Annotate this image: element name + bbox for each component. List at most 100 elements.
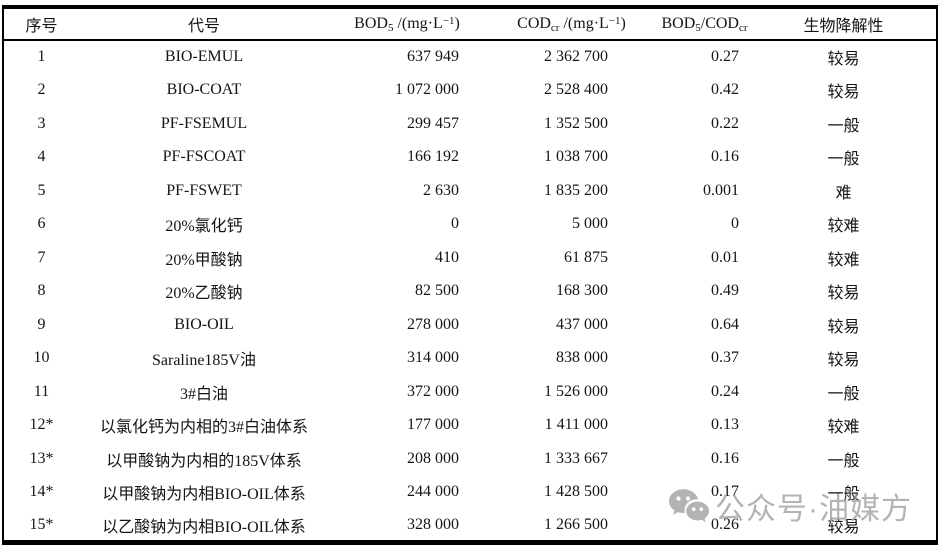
cell-num: 13* — [29, 449, 54, 467]
cell-bod: 314 000 — [407, 349, 459, 367]
cell-bio: 一般 — [827, 486, 860, 504]
table-row: 13* 以甲酸钠为内相的185V体系 208 000 1 333 667 0.16 一般 — [3, 442, 937, 476]
table-row: 5 PF-FSWET 2 630 1 835 200 0.001 难 — [3, 174, 937, 208]
table-row: 12* 以氯化钙为内相的3#白油体系 177 000 1 411 000 0.13 较难 — [3, 409, 937, 443]
cell-num: 8 — [37, 282, 46, 300]
cell-code: PF-FSCOAT — [162, 148, 246, 166]
cell-bio: 较易 — [827, 318, 860, 336]
header-bod-main: BOD — [354, 14, 388, 32]
cell-cod: 1 266 500 — [544, 515, 608, 533]
table-row: 14* 以甲酸钠为内相BIO-OIL体系 244 000 1 428 500 0.17 一… — [3, 476, 937, 510]
cell-code: 以氯化钙为内相的3#白油体系 — [99, 419, 308, 437]
cell-bio: 一般 — [827, 385, 860, 403]
cell-ratio: 0.001 — [703, 181, 739, 199]
table-row: 11 3#白油 372 000 1 526 000 0.24 一般 — [3, 375, 937, 409]
cell-num: 9 — [37, 315, 46, 333]
cell-num: 3 — [37, 114, 46, 132]
cell-cod: 1 411 000 — [544, 416, 608, 434]
cell-ratio: 0.24 — [711, 382, 739, 400]
cell-code: Saraline185V油 — [152, 352, 256, 370]
cell-ratio: 0.16 — [711, 148, 739, 166]
cell-ratio: 0.27 — [711, 48, 739, 66]
cell-cod: 5 000 — [572, 215, 608, 233]
table-row: 4 PF-FSCOAT 166 192 1 038 700 0.16 一般 — [3, 141, 937, 175]
cell-num: 6 — [37, 215, 46, 233]
cell-cod: 168 300 — [556, 282, 608, 300]
cell-bio: 一般 — [827, 151, 860, 169]
cell-bod: 299 457 — [407, 114, 459, 132]
cell-code: 以甲酸钠为内相的185V体系 — [106, 452, 302, 470]
cell-cod: 2 362 700 — [544, 48, 608, 66]
cell-num: 11 — [33, 382, 50, 400]
table-row: 15* 以乙酸钠为内相BIO-OIL体系 328 000 1 266 500 0.26 较… — [3, 509, 937, 543]
header-cod-unit: /(mg·L — [559, 14, 609, 32]
cell-code: BIO-EMUL — [164, 48, 244, 66]
table-row: 6 20%氯化钙 0 5 000 0 较难 — [3, 208, 937, 242]
header-ratio-sub2: cr — [738, 21, 748, 34]
header-bod-sup: −1 — [442, 14, 455, 27]
cell-bod: 0 — [451, 215, 459, 233]
cell-cod: 1 835 200 — [544, 181, 608, 199]
cell-code: PF-FSWET — [166, 181, 242, 199]
cell-ratio: 0.22 — [711, 114, 739, 132]
cell-ratio: 0.13 — [711, 416, 739, 434]
cell-num: 10 — [33, 349, 50, 367]
cell-bod: 244 000 — [407, 483, 459, 501]
cell-num: 15* — [29, 515, 54, 533]
cell-bio: 较易 — [827, 518, 860, 536]
cell-code: 以乙酸钠为内相BIO-OIL体系 — [102, 518, 306, 536]
header-cod-sup: −1 — [608, 14, 621, 27]
cell-bio: 较易 — [827, 285, 860, 303]
table-row: 2 BIO-COAT 1 072 000 2 528 400 0.42 较易 — [3, 74, 937, 108]
cell-bod: 177 000 — [407, 416, 459, 434]
cell-num: 14* — [29, 483, 54, 501]
cell-cod: 437 000 — [556, 315, 608, 333]
cell-ratio: 0.26 — [711, 515, 739, 533]
cell-ratio: 0.17 — [711, 483, 739, 501]
header-ratio-sub: 5 — [695, 21, 701, 34]
cell-num: 1 — [37, 48, 46, 66]
table-row: 3 PF-FSEMUL 299 457 1 352 500 0.22 一般 — [3, 107, 937, 141]
cell-bio: 难 — [835, 184, 852, 202]
cell-bio: 较易 — [827, 84, 860, 102]
cell-code: 20%甲酸钠 — [165, 251, 243, 269]
table-row: 10 Saraline185V油 314 000 838 000 0.37 较易 — [3, 342, 937, 376]
header-code: 代号 — [187, 18, 220, 35]
cell-bio: 一般 — [827, 117, 860, 135]
cell-bio: 一般 — [827, 452, 860, 470]
table-row: 1 BIO-EMUL 637 949 2 362 700 0.27 较易 — [3, 40, 937, 74]
header-ratio: BOD5/CODcr — [658, 7, 751, 40]
cell-bio: 较易 — [827, 51, 860, 69]
cell-ratio: 0.49 — [711, 282, 739, 300]
cell-cod: 2 528 400 — [544, 81, 608, 99]
table-row: 8 20%乙酸钠 82 500 168 300 0.49 较易 — [3, 275, 937, 309]
cell-cod: 1 038 700 — [544, 148, 608, 166]
cell-bod: 637 949 — [407, 48, 459, 66]
cell-bod: 372 000 — [407, 382, 459, 400]
cell-bod: 166 192 — [407, 148, 459, 166]
header-index: 序号 — [25, 18, 58, 35]
cell-code: BIO-COAT — [166, 81, 242, 99]
cell-bod: 1 072 000 — [395, 81, 459, 99]
cell-cod: 1 428 500 — [544, 483, 608, 501]
cell-num: 12* — [29, 416, 54, 434]
cell-ratio: 0.64 — [711, 315, 739, 333]
biodegradability-table: 序号 代号 BOD5 /(mg·L−1) CODcr /(mg·L−1) BOD… — [2, 5, 938, 545]
header-ratio-mid: /COD — [700, 14, 739, 32]
cell-num: 5 — [37, 181, 46, 199]
header-ratio-main: BOD — [661, 14, 696, 32]
header-biodegradability: 生物降解性 — [803, 18, 884, 35]
cell-bod: 2 630 — [423, 181, 459, 199]
cell-bod: 410 — [435, 248, 459, 266]
header-cod-close: ) — [620, 14, 626, 32]
table-row: 9 BIO-OIL 278 000 437 000 0.64 较易 — [3, 308, 937, 342]
cell-code: BIO-OIL — [174, 315, 234, 333]
header-bod-close: ) — [454, 14, 460, 32]
cell-bod: 208 000 — [407, 449, 459, 467]
cell-bod: 82 500 — [415, 282, 459, 300]
table-row: 7 20%甲酸钠 410 61 875 0.01 较难 — [3, 241, 937, 275]
cell-code: 20%乙酸钠 — [165, 285, 243, 303]
cell-code: 20%氯化钙 — [165, 218, 243, 236]
cell-code: PF-FSEMUL — [160, 114, 248, 132]
